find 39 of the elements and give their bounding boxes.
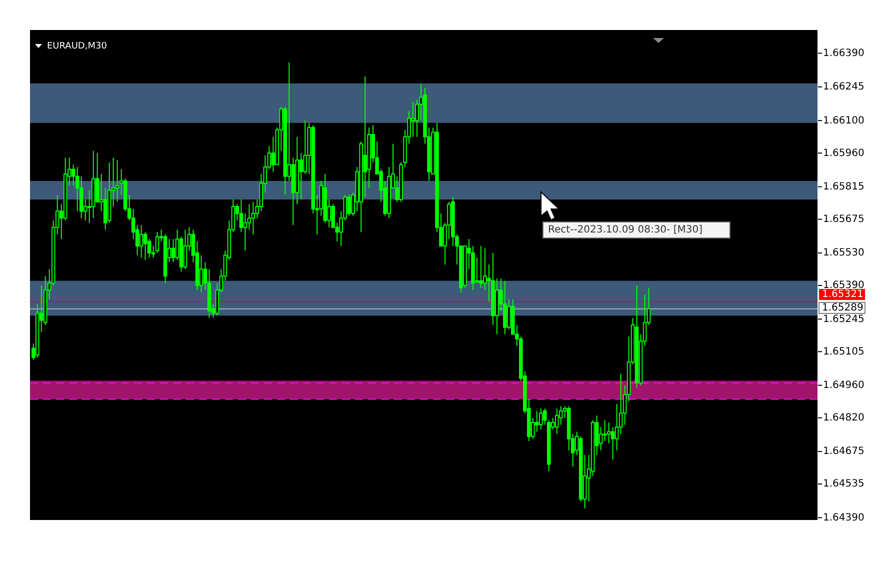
ref-line-label: 1.65289 xyxy=(822,302,864,314)
candlestick xyxy=(602,420,607,442)
y-tick-label: 1.64675 xyxy=(823,446,864,458)
y-tick-label: 1.66100 xyxy=(823,115,864,126)
tooltip: Rect--2023.10.09 08:30- [M30] xyxy=(542,222,730,238)
candlestick xyxy=(143,232,148,260)
y-tick-label: 1.66245 xyxy=(823,82,864,93)
candlestick xyxy=(155,232,160,254)
candlestick xyxy=(139,224,144,258)
y-tick-label: 1.64960 xyxy=(823,380,864,392)
y-tick-label: 1.64535 xyxy=(823,478,864,490)
y-tick-label: 1.65530 xyxy=(823,248,864,259)
candlestick xyxy=(251,201,256,235)
y-tick-label: 1.64820 xyxy=(823,412,864,424)
text: EURAUD,M30 xyxy=(47,41,108,52)
candlestick xyxy=(554,408,559,435)
candlestick xyxy=(115,160,120,202)
y-tick-label: 1.65675 xyxy=(823,214,864,225)
candlestick xyxy=(606,422,611,444)
candlestick xyxy=(610,426,615,460)
candlestick xyxy=(538,408,543,430)
candlestick xyxy=(171,238,176,263)
y-tick-label: 1.64390 xyxy=(823,512,864,524)
candlestick xyxy=(503,280,507,335)
y-tick-label: 1.65815 xyxy=(823,181,864,192)
y-tick-label: 1.65245 xyxy=(823,314,864,325)
candlestick xyxy=(299,152,304,200)
y-tick-label: 1.66390 xyxy=(823,48,864,59)
candlestick xyxy=(247,204,252,230)
ref-line-label: 1.65321 xyxy=(822,289,864,300)
candlestick xyxy=(479,245,483,288)
candlestick xyxy=(199,254,204,293)
candlestick xyxy=(183,229,188,270)
candlestick xyxy=(411,101,415,138)
annotation: Rect--2023.10.09 08:30- [M30] xyxy=(548,224,703,236)
y-tick-label: 1.65105 xyxy=(823,346,864,358)
candlestick xyxy=(507,298,511,330)
candlestick xyxy=(347,194,351,216)
y-tick-label: 1.65960 xyxy=(823,148,864,159)
